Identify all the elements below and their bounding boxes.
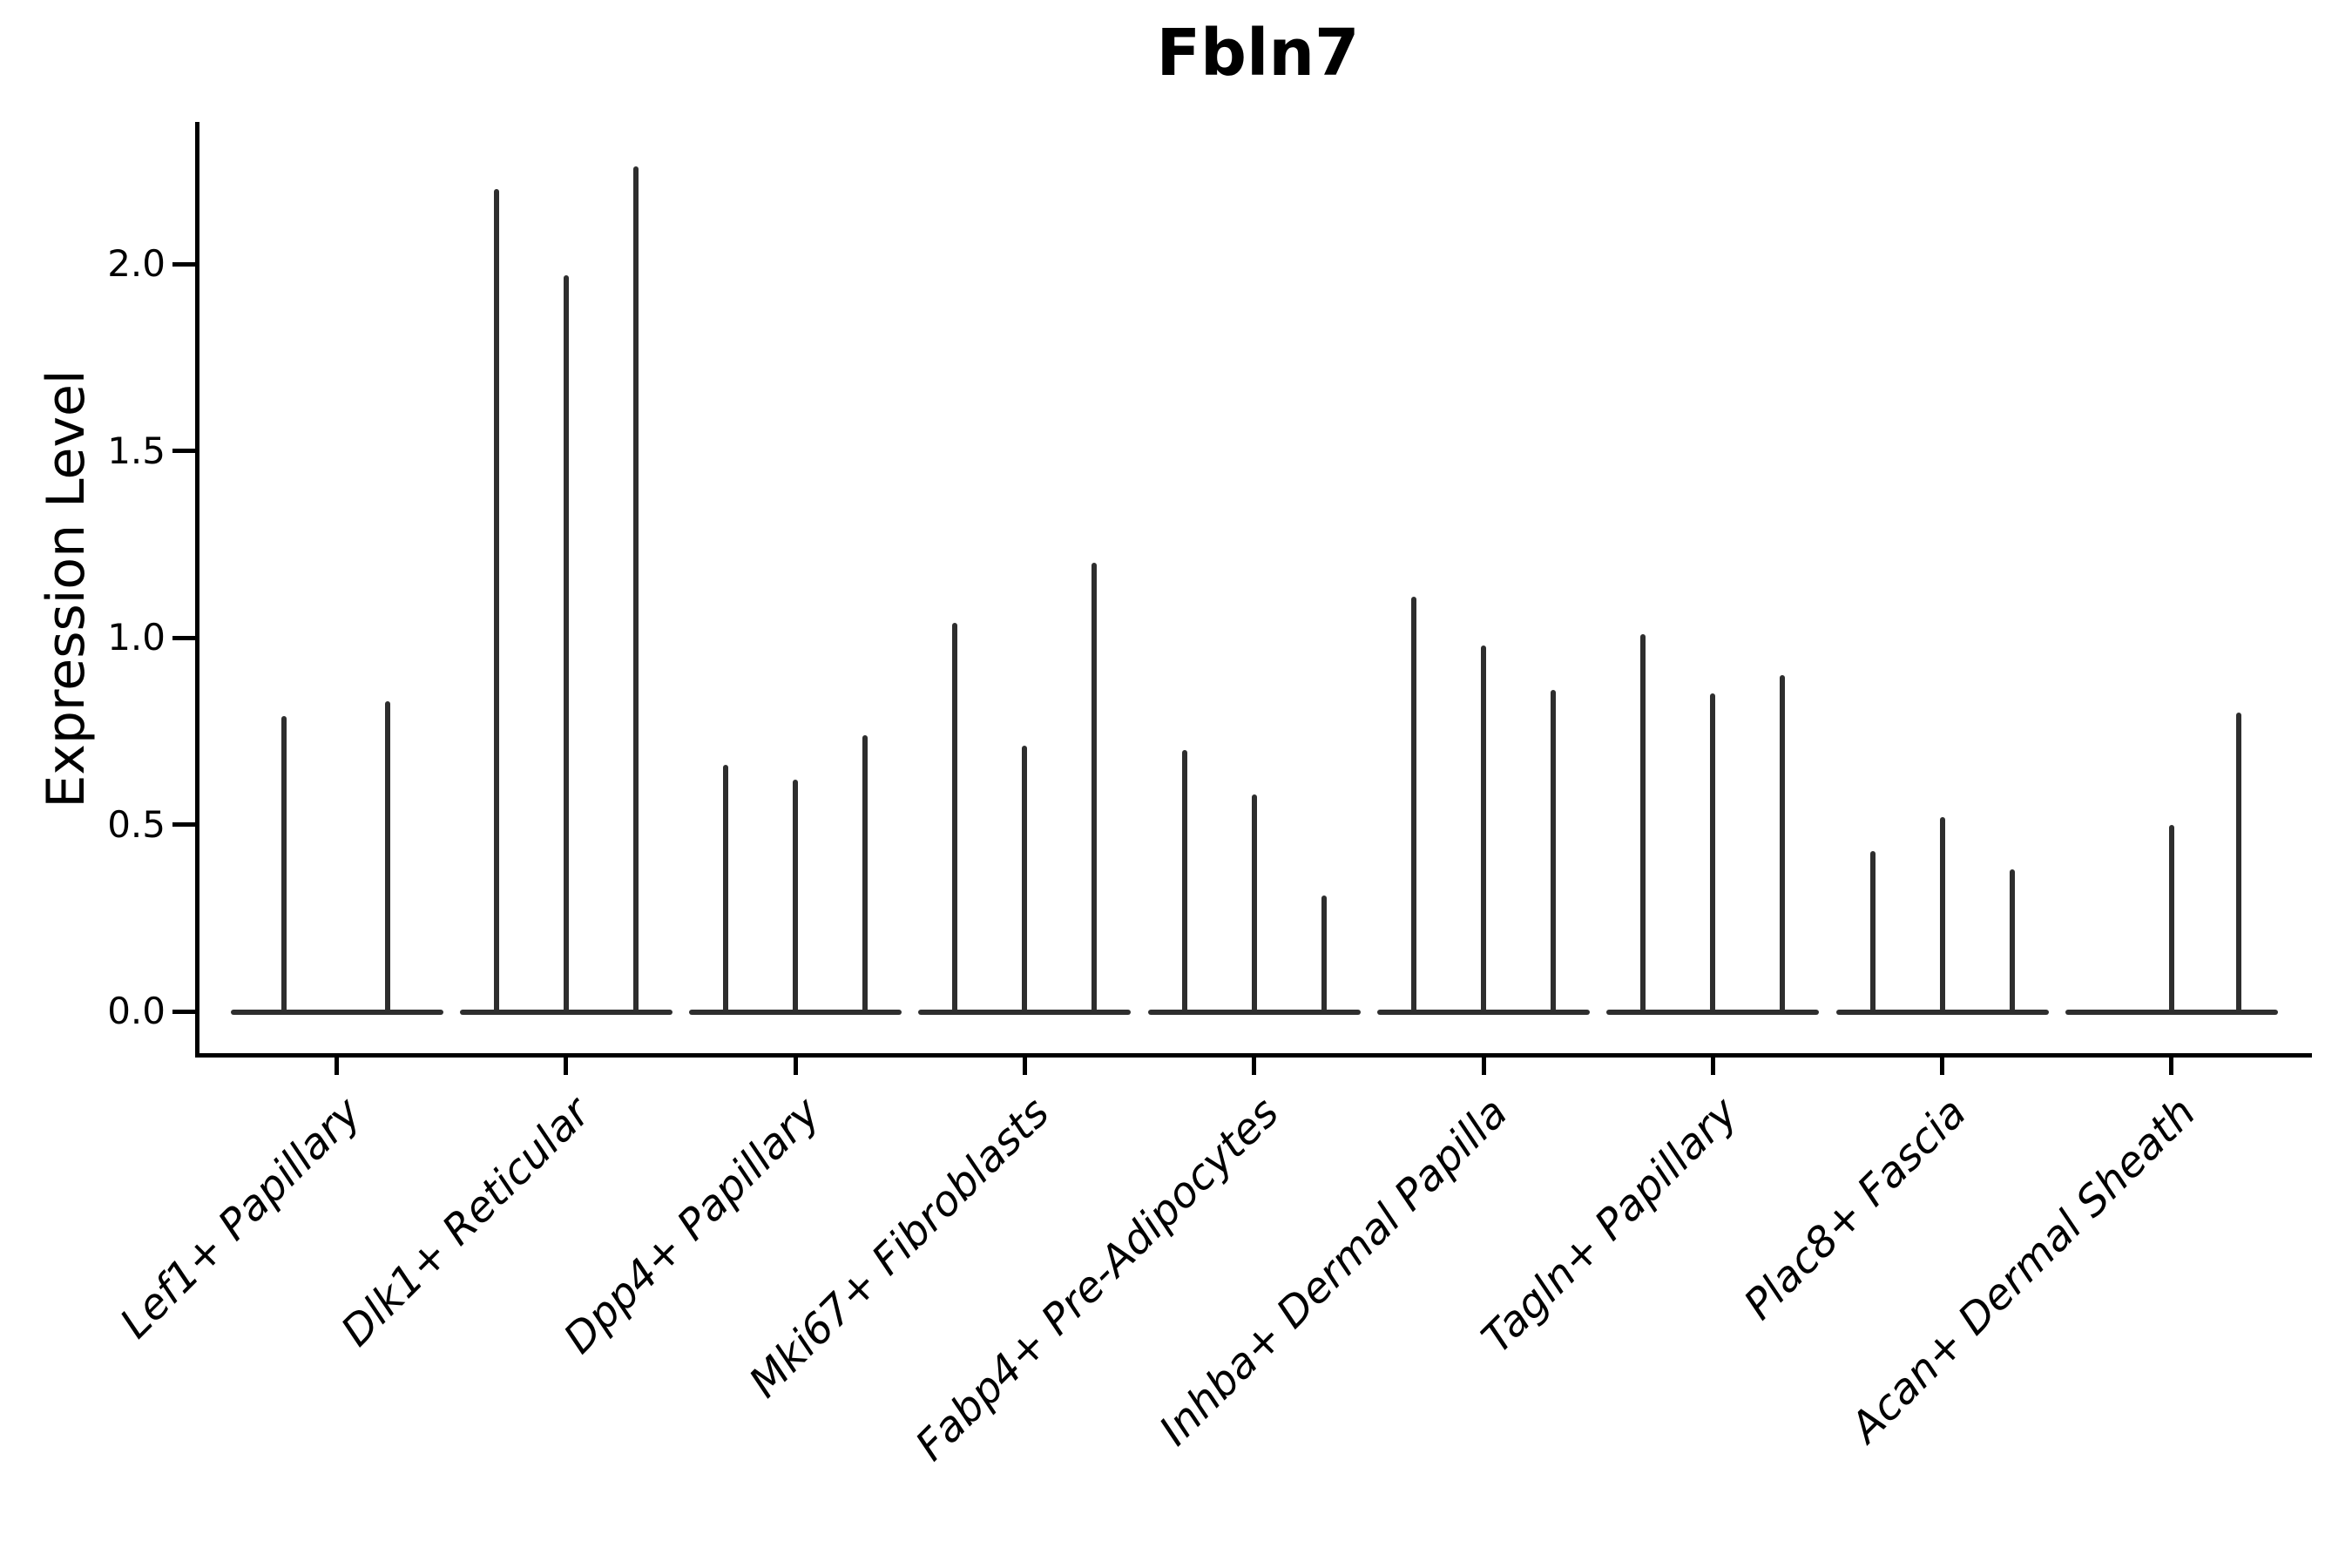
violin-base <box>230 1010 443 1015</box>
x-tick <box>564 1058 569 1075</box>
x-tick <box>793 1058 798 1075</box>
y-tick <box>172 635 197 640</box>
violin-spike <box>952 622 958 1011</box>
violin-spike <box>1869 850 1876 1011</box>
violin-spike <box>493 189 499 1011</box>
chart-title: Fbln7 <box>1156 16 1360 91</box>
x-tick <box>1940 1058 1945 1075</box>
violin-spike <box>632 166 639 1011</box>
x-tick <box>335 1058 339 1075</box>
violin-base <box>1377 1010 1590 1015</box>
y-axis-spine <box>195 122 199 1058</box>
violin-spike <box>280 716 287 1011</box>
violin-base <box>689 1010 902 1015</box>
violin-spike <box>1939 816 1945 1011</box>
violin-spike <box>2235 712 2241 1011</box>
violin-spike <box>1481 645 1486 1011</box>
violin-spike <box>793 780 799 1011</box>
x-tick-label: Dpp4+ Papillary <box>554 1088 829 1363</box>
violin-base <box>459 1010 672 1015</box>
y-tick-label: 1.0 <box>107 616 166 659</box>
x-tick <box>1710 1058 1715 1075</box>
x-tick-label: Tagln+ Papillary <box>1471 1088 1747 1363</box>
x-axis-spine <box>195 1053 2312 1058</box>
x-tick-label: Plac8+ Fascia <box>1734 1088 1977 1329</box>
violin-spike <box>1181 749 1187 1011</box>
violin-spike <box>1022 746 1028 1011</box>
y-tick-label: 0.5 <box>107 802 166 846</box>
violin-spike <box>1321 896 1327 1011</box>
violin-spike <box>1780 674 1786 1011</box>
violin-spike <box>1251 794 1257 1011</box>
violin-spike <box>1710 693 1716 1011</box>
violin-spike <box>1092 563 1098 1011</box>
violin-base <box>1147 1010 1361 1015</box>
y-tick-label: 2.0 <box>107 242 166 285</box>
violin-spike <box>862 734 868 1011</box>
y-tick-label: 1.5 <box>107 429 166 472</box>
x-tick <box>2169 1058 2174 1075</box>
y-tick <box>172 1009 197 1014</box>
violin-base <box>2065 1010 2278 1015</box>
violin-spike <box>1411 596 1416 1011</box>
x-tick <box>1022 1058 1027 1075</box>
y-tick <box>172 449 197 453</box>
violin-base <box>1835 1010 2049 1015</box>
violin-spike <box>2168 824 2174 1011</box>
violin-base <box>918 1010 1132 1015</box>
violin-spike <box>1640 633 1646 1011</box>
x-tick <box>1481 1058 1486 1075</box>
x-tick-label: Lef1+ Papillary <box>111 1088 371 1348</box>
x-tick <box>1252 1058 1257 1075</box>
violin-spike <box>384 700 390 1011</box>
y-tick-label: 0.0 <box>107 990 166 1032</box>
violin-spike <box>1551 690 1556 1011</box>
violin-spike <box>2009 868 2015 1011</box>
violin-spike <box>723 764 729 1011</box>
violin-spike <box>563 274 569 1011</box>
y-tick <box>172 822 197 827</box>
y-tick <box>172 261 197 267</box>
x-tick-label: Dlk1+ Reticular <box>332 1088 600 1356</box>
violin-base <box>1606 1010 1820 1015</box>
